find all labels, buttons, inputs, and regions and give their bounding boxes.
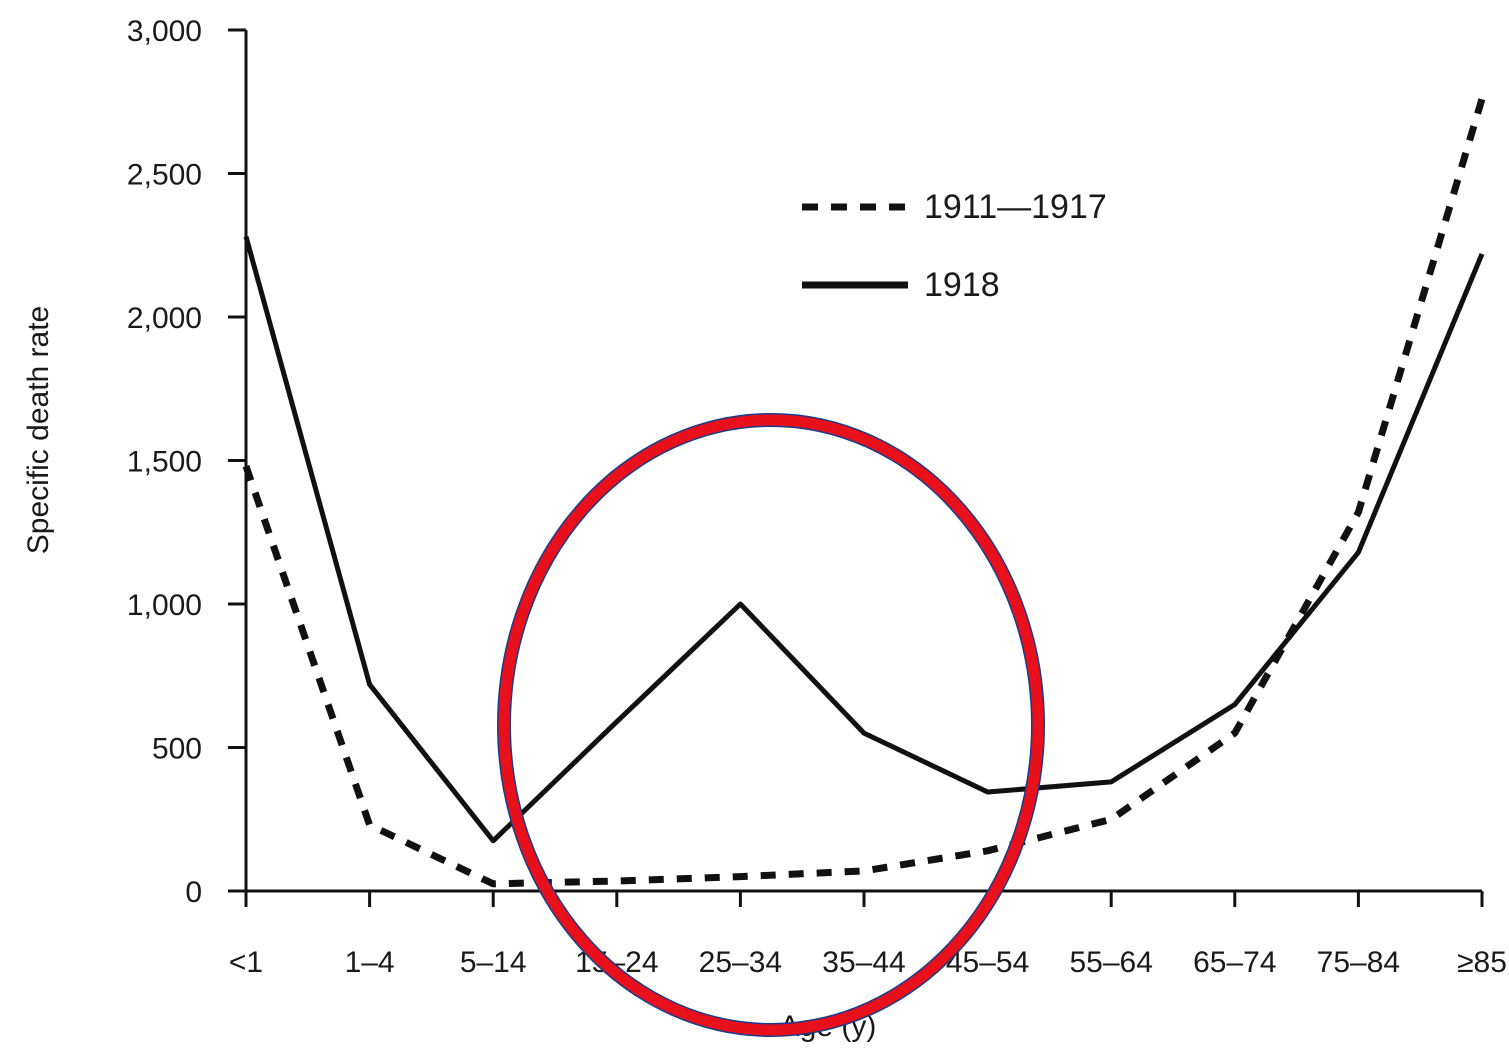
y-tick-label: 3,000 xyxy=(127,15,202,48)
x-tick-label: 5–14 xyxy=(460,946,527,979)
legend: 1911—1917 1918 xyxy=(802,188,1107,304)
y-tick-label: 500 xyxy=(152,733,202,766)
series-line-dashed xyxy=(242,97,1486,888)
legend-label-dashed: 1911—1917 xyxy=(924,188,1107,226)
x-tick-label: 45–54 xyxy=(946,946,1029,979)
y-axis: 0 500 1,000 1,500 2,000 2,500 3,000 xyxy=(127,15,248,909)
x-axis: <1 1–4 5–14 15–24 25–34 35–44 45–54 55–64 65–74 7… xyxy=(229,889,1507,979)
x-tick-label: ≥85 xyxy=(1457,946,1507,979)
x-tick-label: 65–74 xyxy=(1193,946,1276,979)
y-tick-label: 1,000 xyxy=(127,589,202,622)
x-tick-label: 75–84 xyxy=(1317,946,1400,979)
x-tick-label: 35–44 xyxy=(822,946,905,979)
annotation-layer xyxy=(497,413,1045,1037)
series-line-solid xyxy=(243,235,1485,844)
y-tick-label: 0 xyxy=(185,876,202,909)
highlight-ellipse xyxy=(498,414,1044,1036)
legend-label-solid: 1918 xyxy=(924,266,1000,304)
x-tick-label: 25–34 xyxy=(699,946,782,979)
x-tick-label: 55–64 xyxy=(1069,946,1152,979)
y-tick-label: 1,500 xyxy=(127,446,202,479)
y-tick-label: 2,000 xyxy=(127,302,202,335)
x-tick-label: 1–4 xyxy=(345,946,395,979)
y-axis-title: Specific death rate xyxy=(22,306,55,554)
y-tick-label: 2,500 xyxy=(127,159,202,192)
x-tick-label: <1 xyxy=(229,946,263,979)
series-layer xyxy=(242,97,1486,888)
